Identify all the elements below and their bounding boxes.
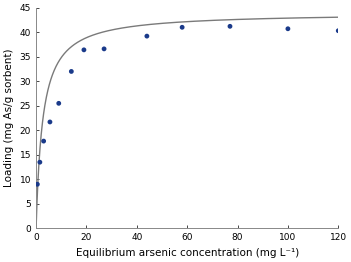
Point	[101, 47, 107, 51]
Y-axis label: Loading (mg As/g sorbent): Loading (mg As/g sorbent)	[4, 49, 14, 187]
Point	[41, 139, 46, 143]
Point	[144, 34, 150, 38]
Point	[336, 29, 341, 33]
Point	[179, 25, 185, 29]
Point	[68, 69, 74, 74]
Point	[47, 120, 53, 124]
X-axis label: Equilibrium arsenic concentration (mg L⁻¹): Equilibrium arsenic concentration (mg L⁻…	[75, 248, 299, 258]
Point	[56, 101, 61, 105]
Point	[285, 27, 291, 31]
Point	[34, 182, 40, 186]
Point	[227, 24, 233, 28]
Point	[37, 160, 43, 164]
Point	[81, 48, 87, 52]
